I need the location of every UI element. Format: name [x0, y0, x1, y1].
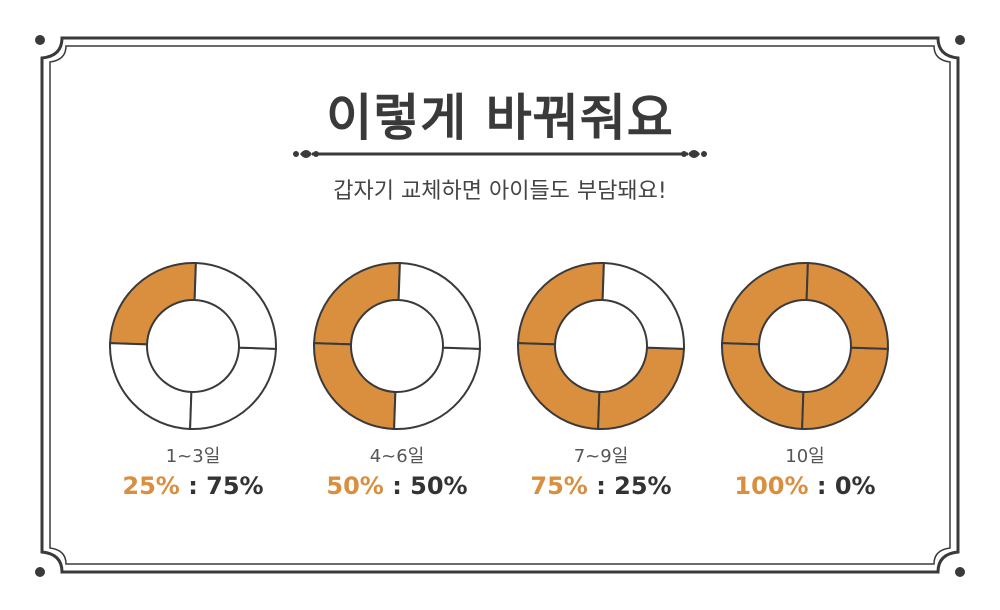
ratio-separator: :: [808, 472, 835, 500]
donut-chart: [721, 262, 889, 430]
donut-segment-new: [721, 342, 805, 430]
ratio-separator: :: [383, 472, 411, 500]
period-label: 1~3일: [165, 446, 221, 467]
stage-3: 7~9일 75% : 25%: [501, 260, 701, 500]
period-label: 7~9일: [573, 446, 629, 467]
donut-segment-new: [801, 346, 889, 430]
stage-4: 10일 100% : 0%: [705, 260, 905, 500]
donut-segment-new: [597, 346, 685, 430]
ratio-separator: :: [587, 472, 615, 500]
donut-segment-new: [517, 342, 601, 430]
ratio-label: 100% : 0%: [705, 472, 905, 500]
new-food-percent: 100%: [734, 472, 809, 500]
ratio-label: 50% : 50%: [297, 472, 497, 500]
new-food-percent: 25%: [122, 472, 180, 500]
old-food-percent: 75%: [206, 472, 264, 500]
period-label: 10일: [785, 446, 825, 467]
new-food-percent: 50%: [326, 472, 384, 500]
stage-2: 4~6일 50% : 50%: [297, 260, 497, 500]
donut-chart: [517, 262, 685, 430]
ratio-separator: :: [179, 472, 207, 500]
subtitle: 갑자기 교체하면 아이들도 부담돼요!: [333, 179, 667, 204]
old-food-percent: 25%: [614, 472, 672, 500]
donut-segment-old: [109, 342, 193, 430]
new-food-percent: 75%: [530, 472, 588, 500]
donut-segment-old: [397, 262, 481, 350]
donut-segment-old: [193, 262, 277, 350]
ratio-label: 25% : 75%: [93, 472, 293, 500]
donut-segment-old: [601, 262, 685, 350]
old-food-percent: 0%: [834, 472, 876, 500]
page-title: 이렇게 바꿔줘요: [326, 89, 674, 147]
donut-segment-new: [721, 262, 809, 346]
donut-segment-old: [189, 346, 277, 430]
donut-segment-old: [393, 346, 481, 430]
donut-segment-new: [109, 262, 197, 346]
old-food-percent: 50%: [410, 472, 468, 500]
ornament-divider: [293, 150, 707, 158]
donut-chart: [313, 262, 481, 430]
donut-chart: [109, 262, 277, 430]
donut-segment-new: [313, 342, 397, 430]
donut-segment-new: [517, 262, 605, 346]
donut-segment-new: [805, 262, 889, 350]
donut-segment-new: [313, 262, 401, 346]
ratio-label: 75% : 25%: [501, 472, 701, 500]
stage-1: 1~3일 25% : 75%: [93, 260, 293, 500]
period-label: 4~6일: [369, 446, 425, 467]
